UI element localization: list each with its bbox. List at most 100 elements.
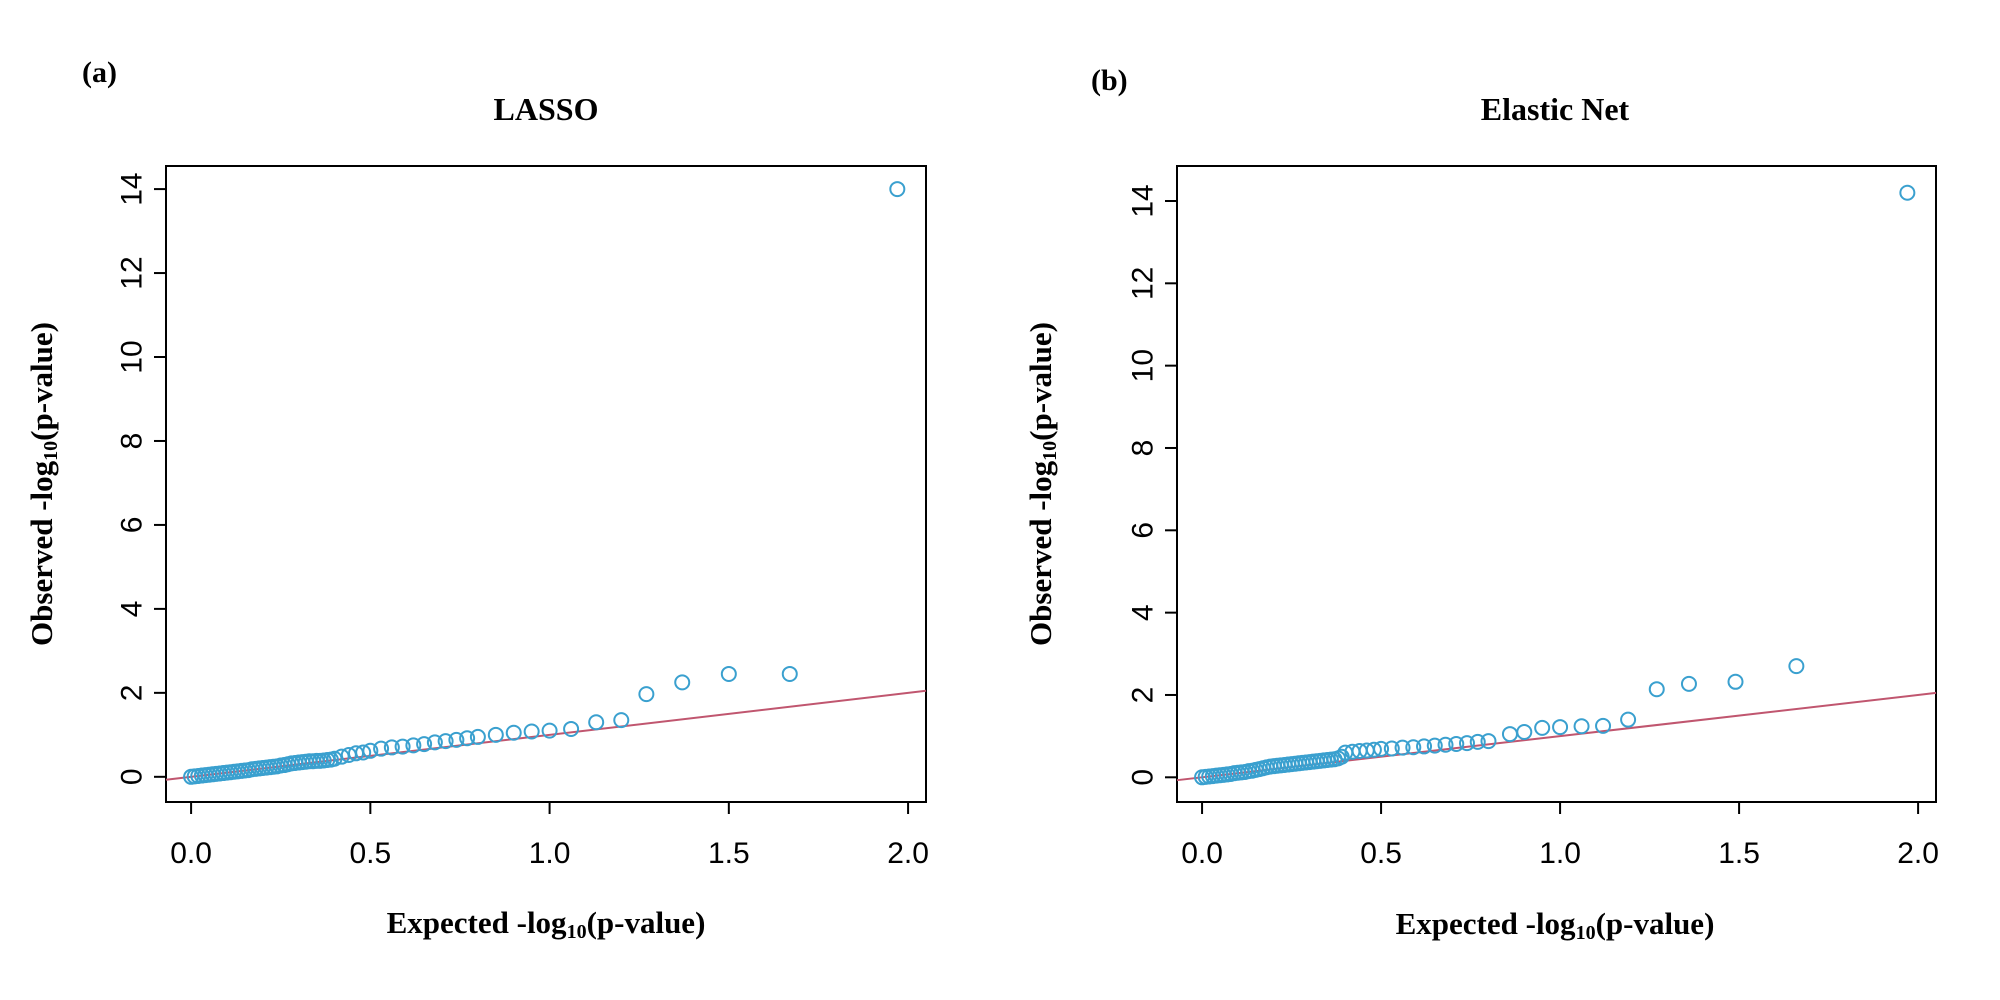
data-point xyxy=(1501,726,1518,743)
y-tick-label: 12 xyxy=(116,256,149,289)
y-tick-label: 14 xyxy=(116,172,149,205)
y-tick-label: 6 xyxy=(116,517,149,534)
data-point xyxy=(469,728,486,745)
x-axis-title-a: Expected -log10(p-value) xyxy=(387,905,706,943)
chart-title-elastic-net: Elastic Net xyxy=(1481,91,1630,127)
x-axis-title-b-main: Expected -log xyxy=(1396,906,1576,941)
data-point xyxy=(1552,719,1569,736)
data-point xyxy=(1480,733,1497,750)
data-point xyxy=(638,686,655,703)
panel-a: (a) LASSO 0.0 0.5 1.0 1.5 2.0 0 2 4 6 8 10 12 14 Ex… xyxy=(24,56,929,943)
data-point xyxy=(1426,737,1443,754)
y-axis-title-a-main: Observed -log xyxy=(24,460,59,646)
x-axis-title-b: Expected -log10(p-value) xyxy=(1396,906,1715,944)
y-tick-label: 0 xyxy=(1127,769,1160,786)
data-point xyxy=(459,730,476,747)
y-axis-title-a-post: (p-value) xyxy=(24,322,59,441)
data-point xyxy=(1648,681,1665,698)
data-point xyxy=(588,714,605,731)
y-axis-title-b-post: (p-value) xyxy=(1023,322,1058,441)
y-axis-a: 0 2 4 6 8 10 12 14 xyxy=(116,172,167,785)
data-point xyxy=(1458,735,1475,752)
data-point xyxy=(1620,711,1637,728)
x-axis-title-a-post: (p-value) xyxy=(587,905,706,940)
data-point xyxy=(505,724,522,741)
data-point xyxy=(1469,733,1486,750)
y-axis-title-b: Observed -log10(p-value) xyxy=(1023,322,1061,646)
x-tick-label: 0.0 xyxy=(170,837,212,870)
x-axis-title-b-sub: 10 xyxy=(1576,922,1596,944)
x-axis-title-a-sub: 10 xyxy=(567,921,587,943)
data-point xyxy=(416,736,433,753)
y-tick-label: 0 xyxy=(116,768,149,785)
y-axis-title-b-sub: 10 xyxy=(1039,441,1061,461)
y-tick-label: 2 xyxy=(1127,687,1160,704)
data-point xyxy=(781,665,798,682)
data-point xyxy=(674,674,691,691)
x-tick-label: 2.0 xyxy=(1897,837,1939,870)
y-tick-label: 12 xyxy=(1127,267,1160,300)
data-point xyxy=(448,731,465,748)
y-tick-label: 4 xyxy=(116,601,149,618)
y-tick-label: 10 xyxy=(1127,349,1160,382)
data-point xyxy=(405,737,422,754)
y-axis-b: 0 2 4 6 8 10 12 14 xyxy=(1127,184,1178,786)
data-point xyxy=(426,734,443,751)
data-point xyxy=(437,733,454,750)
y-axis-title-b-main: Observed -log xyxy=(1023,460,1058,646)
data-point xyxy=(333,748,350,765)
data-point xyxy=(1595,717,1612,734)
data-point xyxy=(1383,740,1400,757)
y-axis-title-a: Observed -log10(p-value) xyxy=(24,322,62,646)
data-point xyxy=(1534,719,1551,736)
panel-label-a: (a) xyxy=(82,56,117,89)
data-point xyxy=(1373,740,1390,757)
data-point xyxy=(362,742,379,759)
x-axis-a: 0.0 0.5 1.0 1.5 2.0 xyxy=(170,801,929,870)
chart-title-lasso: LASSO xyxy=(494,91,599,127)
panel-b: (b) Elastic Net 0.0 0.5 1.0 1.5 2.0 0 2 4 6 8 10 1… xyxy=(1023,64,1939,944)
data-point xyxy=(541,722,558,739)
data-point xyxy=(1573,718,1590,735)
data-point xyxy=(394,738,411,755)
x-tick-label: 1.5 xyxy=(1718,837,1760,870)
y-tick-label: 8 xyxy=(1127,440,1160,457)
y-tick-label: 8 xyxy=(116,433,149,450)
data-point xyxy=(523,723,540,740)
data-point xyxy=(1365,741,1382,758)
data-point xyxy=(1788,658,1805,675)
y-tick-label: 14 xyxy=(1127,184,1160,217)
data-point xyxy=(1899,184,1916,201)
data-point xyxy=(613,712,630,729)
data-point xyxy=(720,665,737,682)
data-point xyxy=(1405,739,1422,756)
panel-label-b: (b) xyxy=(1091,64,1128,97)
data-point xyxy=(487,726,504,743)
data-point xyxy=(373,740,390,757)
x-axis-title-a-main: Expected -log xyxy=(387,905,567,940)
data-point xyxy=(1680,675,1697,692)
data-point xyxy=(1416,738,1433,755)
y-tick-label: 2 xyxy=(116,685,149,702)
x-tick-label: 0.5 xyxy=(349,837,391,870)
points-group-b xyxy=(1194,184,1916,786)
data-point xyxy=(1448,735,1465,752)
y-tick-label: 4 xyxy=(1127,604,1160,621)
y-tick-label: 10 xyxy=(116,340,149,373)
data-point xyxy=(1516,724,1533,741)
data-point xyxy=(889,181,906,198)
x-tick-label: 1.5 xyxy=(708,837,750,870)
x-tick-label: 0.5 xyxy=(1360,837,1402,870)
x-axis-b: 0.0 0.5 1.0 1.5 2.0 xyxy=(1181,801,1939,870)
x-axis-title-b-post: (p-value) xyxy=(1596,906,1715,941)
x-tick-label: 0.0 xyxy=(1181,837,1223,870)
data-point xyxy=(563,720,580,737)
plot-frame-a xyxy=(165,165,927,803)
data-point xyxy=(355,744,372,761)
data-point xyxy=(383,739,400,756)
data-point xyxy=(1727,673,1744,690)
x-tick-label: 1.0 xyxy=(1539,837,1581,870)
y-tick-label: 6 xyxy=(1127,522,1160,539)
x-tick-label: 2.0 xyxy=(887,837,929,870)
